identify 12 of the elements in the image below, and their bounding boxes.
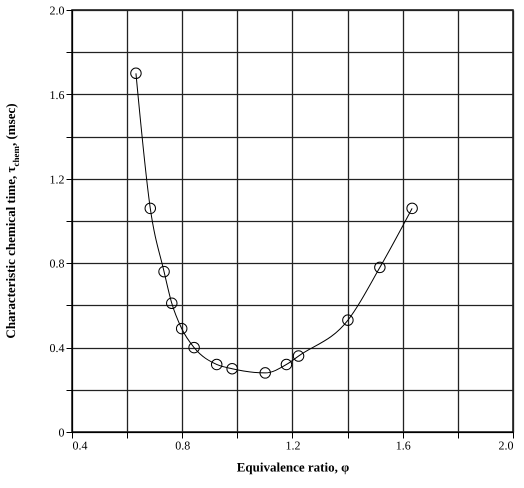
- y-tick-label: 0: [58, 426, 64, 440]
- y-tick-label: 0.8: [50, 256, 64, 271]
- y-tick-label: 1.6: [50, 88, 64, 102]
- x-tick-label: 1.2: [286, 438, 300, 452]
- x-tick-label: 1.6: [396, 438, 411, 452]
- y-tick-label: 1.2: [50, 172, 64, 186]
- x-tick-label: 2.0: [498, 438, 514, 452]
- x-tick-label: 0.4: [72, 438, 88, 452]
- x-axis-title: Equivalence ratio, φ: [236, 460, 350, 474]
- y-tick-label: 0.4: [50, 341, 64, 356]
- y-tick-label: 2.0: [50, 4, 64, 18]
- x-tick-label: 0.8: [175, 438, 190, 452]
